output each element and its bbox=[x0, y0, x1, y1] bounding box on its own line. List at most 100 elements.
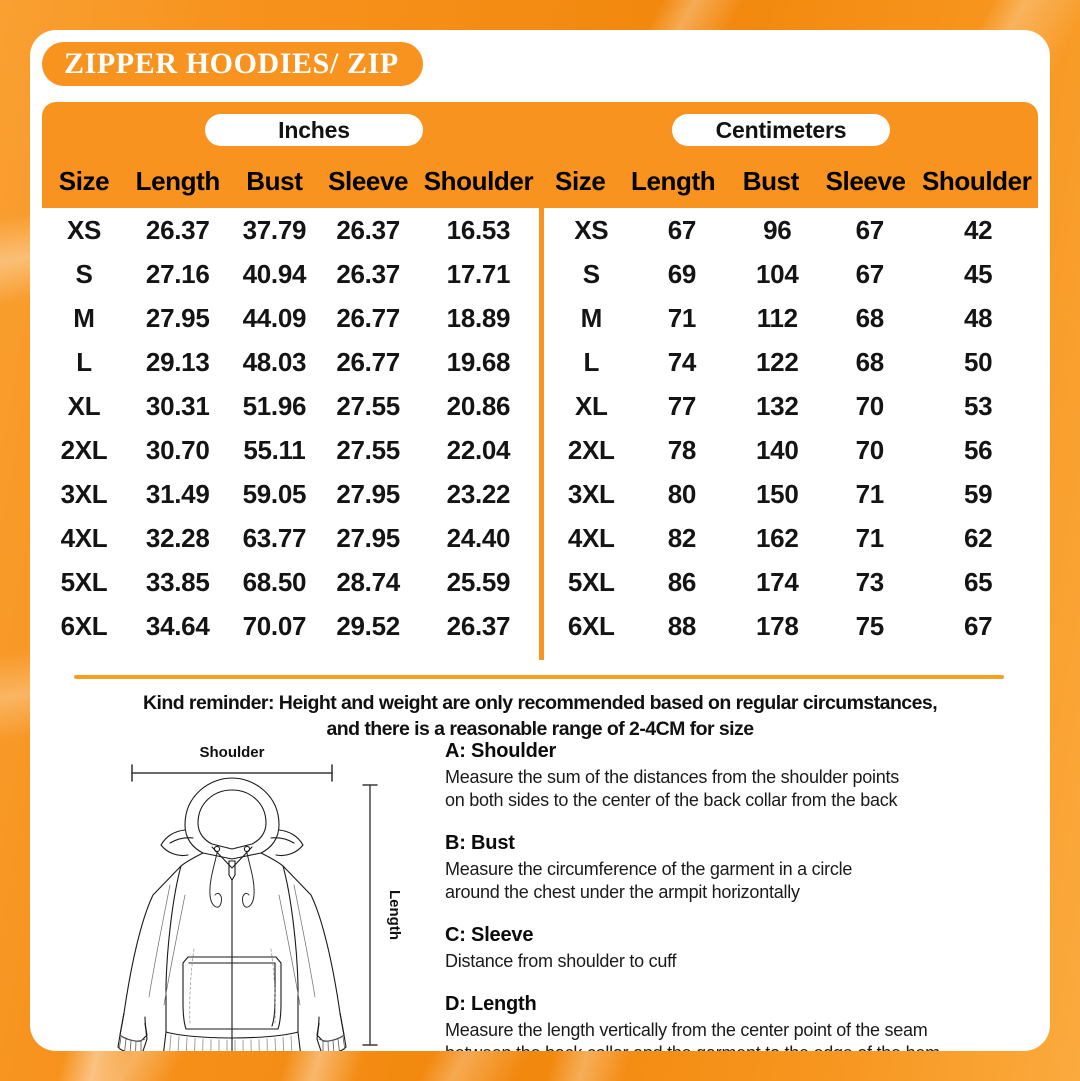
cell-value: 31.49 bbox=[145, 478, 210, 509]
cell-value: 25.59 bbox=[446, 566, 511, 597]
unit-label-inches: Inches bbox=[278, 116, 350, 143]
cell-size: 2XL bbox=[60, 434, 108, 465]
table-divider bbox=[539, 208, 544, 660]
cell-value: 59 bbox=[964, 478, 993, 509]
cell-size: 5XL bbox=[567, 566, 615, 597]
cell-value: 67 bbox=[667, 214, 697, 245]
cell-size: XL bbox=[574, 390, 608, 421]
instruction-body: Measure the circumference of the garment… bbox=[445, 858, 1025, 904]
cell-value: 22.04 bbox=[446, 434, 511, 465]
table-row: 6XL 88 178 75 67 bbox=[540, 604, 1038, 648]
cell-value: 71 bbox=[667, 302, 697, 333]
cell-value: 74 bbox=[667, 346, 697, 377]
cell-value: 67 bbox=[855, 214, 885, 245]
cell-value: 30.70 bbox=[145, 434, 210, 465]
cell-value: 20.86 bbox=[446, 390, 511, 421]
cell-value: 27.55 bbox=[336, 434, 400, 465]
cell-value: 140 bbox=[756, 434, 799, 465]
cell-value: 45 bbox=[964, 258, 993, 289]
table-header-band: Inches Centimeters Size Length Bust Slee… bbox=[42, 102, 1038, 208]
cell-value: 26.37 bbox=[336, 214, 400, 245]
page-title-pill: ZIPPER HOODIES/ ZIP bbox=[42, 42, 423, 86]
instruction-block: A: Shoulder Measure the sum of the distan… bbox=[445, 740, 1025, 812]
instruction-title: D: Length bbox=[445, 993, 537, 1015]
hoodie-body-outline bbox=[117, 777, 347, 1051]
cell-value: 18.89 bbox=[446, 302, 511, 333]
table-row: 5XL 33.85 68.50 28.74 25.59 bbox=[42, 560, 540, 604]
measurement-instructions: A: Shoulder Measure the sum of the distan… bbox=[445, 740, 1025, 1051]
cell-value: 51.96 bbox=[242, 390, 307, 421]
cell-value: 27.55 bbox=[336, 390, 400, 421]
cell-value: 80 bbox=[667, 478, 697, 509]
header-bust-cm: Bust bbox=[742, 165, 800, 196]
cell-value: 86 bbox=[667, 566, 697, 597]
kind-reminder-line-2: and there is a reasonable range of 2-4CM… bbox=[326, 718, 754, 740]
instruction-line: Distance from shoulder to cuff bbox=[445, 951, 677, 971]
header-bust-inches: Bust bbox=[246, 165, 303, 196]
cell-value: 16.53 bbox=[446, 214, 511, 245]
table-row: M 71 112 68 48 bbox=[540, 296, 1038, 340]
cell-size: XS bbox=[66, 214, 102, 245]
instruction-line: Measure the sum of the distances from th… bbox=[445, 767, 899, 787]
table-row: 6XL 34.64 70.07 29.52 26.37 bbox=[42, 604, 540, 648]
instruction-block: C: Sleeve Distance from shoulder to cuff bbox=[445, 924, 1025, 973]
cell-value: 96 bbox=[763, 214, 792, 245]
table-row: XL 77 132 70 53 bbox=[540, 384, 1038, 428]
cell-value: 70 bbox=[855, 390, 885, 421]
table-row: S 27.16 40.94 26.37 17.71 bbox=[42, 252, 540, 296]
cell-value: 26.37 bbox=[336, 258, 400, 289]
unit-pill-inches: Inches bbox=[205, 114, 423, 146]
cell-value: 26.77 bbox=[336, 346, 400, 377]
cell-size: 5XL bbox=[60, 566, 108, 597]
cell-value: 174 bbox=[756, 566, 799, 597]
instruction-title: B: Bust bbox=[445, 832, 515, 854]
cell-value: 73 bbox=[855, 566, 885, 597]
cell-value: 70 bbox=[855, 434, 885, 465]
table-row: 4XL 82 162 71 62 bbox=[540, 516, 1038, 560]
instruction-body: Measure the length vertically from the c… bbox=[445, 1019, 1025, 1051]
cell-value: 69 bbox=[667, 258, 697, 289]
cell-value: 23.22 bbox=[446, 478, 511, 509]
instruction-line: on both sides to the center of the back … bbox=[445, 790, 898, 810]
cell-value: 78 bbox=[667, 434, 697, 465]
cell-value: 59.05 bbox=[242, 478, 307, 509]
cell-value: 34.64 bbox=[145, 610, 210, 641]
table-row: 3XL 80 150 71 59 bbox=[540, 472, 1038, 516]
cell-value: 33.85 bbox=[145, 566, 210, 597]
cell-size: M bbox=[73, 302, 95, 333]
header-sleeve-inches: Sleeve bbox=[328, 165, 409, 196]
cell-value: 44.09 bbox=[242, 302, 307, 333]
instruction-line: between the back collar and the garment … bbox=[445, 1042, 1025, 1051]
shoulder-dimension-label: Shoulder bbox=[199, 744, 264, 761]
cell-value: 48.03 bbox=[242, 346, 307, 377]
cell-value: 27.95 bbox=[336, 522, 400, 553]
cell-value: 67 bbox=[964, 610, 993, 641]
size-chart-card: ZIPPER HOODIES/ ZIP Inches Centimeters S… bbox=[30, 30, 1050, 1051]
cell-value: 42 bbox=[964, 214, 993, 245]
cell-value: 112 bbox=[756, 302, 798, 333]
cell-size: 6XL bbox=[60, 610, 108, 641]
cell-size: XS bbox=[574, 214, 609, 245]
cell-value: 27.95 bbox=[336, 478, 400, 509]
cell-size: XL bbox=[67, 390, 101, 421]
cell-value: 63.77 bbox=[242, 522, 307, 553]
cell-value: 77 bbox=[667, 390, 697, 421]
cell-value: 27.95 bbox=[145, 302, 210, 333]
cell-value: 26.37 bbox=[145, 214, 210, 245]
table-row: M 27.95 44.09 26.77 18.89 bbox=[42, 296, 540, 340]
cell-value: 27.16 bbox=[145, 258, 210, 289]
cell-value: 53 bbox=[964, 390, 993, 421]
table-row: 5XL 86 174 73 65 bbox=[540, 560, 1038, 604]
cell-value: 32.28 bbox=[145, 522, 210, 553]
header-size-cm: Size bbox=[555, 165, 606, 196]
cell-value: 55.11 bbox=[243, 434, 306, 465]
table-row: XL 30.31 51.96 27.55 20.86 bbox=[42, 384, 540, 428]
cell-value: 150 bbox=[756, 478, 799, 509]
table-row: XS 26.37 37.79 26.37 16.53 bbox=[42, 208, 540, 252]
table-row: 4XL 32.28 63.77 27.95 24.40 bbox=[42, 516, 540, 560]
unit-pill-centimeters: Centimeters bbox=[672, 114, 890, 146]
page-title: ZIPPER HOODIES/ ZIP bbox=[64, 47, 399, 80]
cell-size: 6XL bbox=[567, 610, 615, 641]
cell-size: 2XL bbox=[567, 434, 615, 465]
cell-value: 50 bbox=[964, 346, 993, 377]
